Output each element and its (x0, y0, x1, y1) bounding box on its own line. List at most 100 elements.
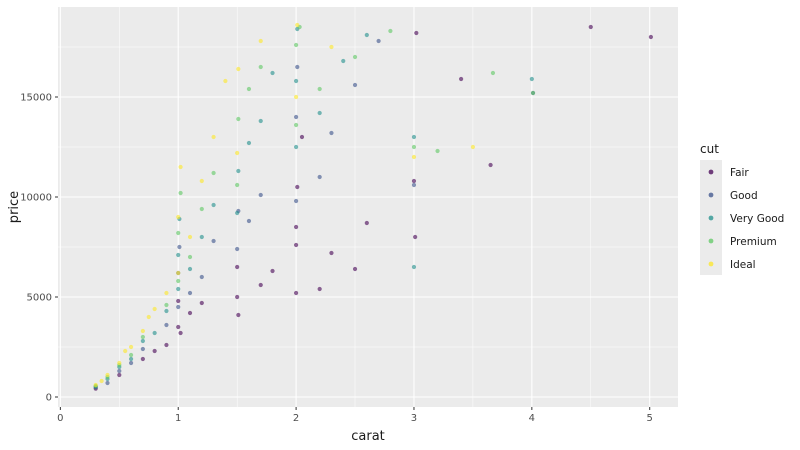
point-very-good (176, 252, 181, 258)
point-good (295, 64, 300, 70)
point-fair (414, 30, 419, 36)
point-good (317, 174, 322, 180)
legend-key-premium (708, 238, 714, 244)
x-tick-label: 4 (529, 413, 535, 424)
y-tick-labels: 0 5000 10000 15000 (20, 93, 52, 404)
point-good (411, 182, 417, 188)
legend: cut Fair Good Very Good Premium Ideal (700, 142, 784, 275)
point-fair (411, 178, 417, 184)
point-ideal (176, 214, 181, 220)
legend-key-very-good (708, 215, 714, 221)
point-very-good (529, 76, 534, 82)
y-axis-title: price (7, 191, 22, 223)
point-good (140, 346, 145, 352)
point-premium (176, 278, 181, 284)
point-very-good (152, 330, 157, 336)
point-very-good (187, 266, 193, 272)
point-fair (176, 298, 181, 304)
point-ideal (411, 154, 417, 160)
point-premium (211, 170, 216, 176)
legend-label-very-good: Very Good (730, 213, 784, 225)
point-ideal (258, 38, 263, 44)
y-tick-label: 0 (46, 393, 52, 404)
point-fair (117, 372, 122, 378)
point-fair (235, 294, 240, 300)
point-fair (152, 348, 157, 354)
point-premium (411, 144, 417, 150)
point-very-good (411, 134, 417, 140)
axis-ticks (55, 96, 651, 410)
legend-label-good: Good (730, 190, 758, 202)
point-fair (588, 24, 593, 30)
point-ideal (295, 22, 300, 28)
point-fair (295, 184, 300, 190)
point-good (329, 130, 334, 136)
point-fair (140, 356, 145, 362)
point-premium (187, 254, 193, 260)
point-good (176, 304, 181, 310)
point-very-good (128, 356, 134, 362)
point-good (293, 114, 299, 120)
point-very-good (199, 234, 204, 240)
point-good (177, 244, 182, 250)
point-fair (235, 264, 240, 270)
y-tick-label: 5000 (27, 293, 52, 304)
point-good (235, 246, 240, 252)
point-ideal (105, 372, 110, 378)
panel-background (58, 7, 678, 407)
legend-key-ideal (708, 261, 714, 267)
point-good (376, 38, 381, 44)
point-very-good (364, 32, 369, 38)
point-fair (293, 290, 299, 296)
point-ideal (329, 44, 334, 50)
point-premium (199, 206, 204, 212)
point-fair (187, 310, 193, 316)
point-fair (258, 282, 263, 288)
point-premium (530, 90, 536, 96)
point-fair (293, 224, 299, 230)
point-good (187, 290, 193, 296)
point-ideal (235, 150, 240, 156)
point-ideal (178, 164, 183, 170)
point-premium (293, 122, 299, 128)
point-fair (293, 242, 299, 248)
point-fair (178, 330, 183, 336)
legend-title: cut (700, 142, 719, 156)
point-fair (329, 250, 334, 256)
point-very-good (341, 58, 346, 64)
point-good (293, 198, 299, 204)
point-premium (236, 116, 241, 122)
legend-label-fair: Fair (730, 167, 749, 179)
point-very-good (235, 210, 240, 216)
x-tick-label: 5 (647, 413, 653, 424)
point-ideal (187, 234, 193, 240)
point-very-good (236, 168, 241, 174)
point-premium (352, 54, 358, 60)
point-premium (235, 182, 240, 188)
point-fair (236, 312, 241, 318)
point-good (258, 192, 263, 198)
point-ideal (140, 328, 145, 334)
point-premium (140, 334, 145, 340)
legend-key-good (708, 192, 714, 198)
point-fair (199, 300, 204, 306)
point-premium (128, 352, 134, 358)
legend-label-premium: Premium (730, 236, 777, 248)
point-premium (258, 64, 263, 70)
point-very-good (140, 338, 145, 344)
point-fair (270, 268, 275, 274)
point-fair (317, 286, 322, 292)
point-fair (413, 234, 418, 240)
point-ideal (293, 94, 299, 100)
point-ideal (128, 344, 134, 350)
legend-label-ideal: Ideal (730, 259, 756, 271)
point-ideal (223, 78, 228, 84)
point-fair (648, 34, 653, 40)
point-good (164, 322, 169, 328)
point-premium (388, 28, 393, 34)
x-tick-label: 1 (175, 413, 181, 424)
point-very-good (293, 78, 299, 84)
legend-entries: Fair Good Very Good Premium Ideal (708, 167, 784, 271)
